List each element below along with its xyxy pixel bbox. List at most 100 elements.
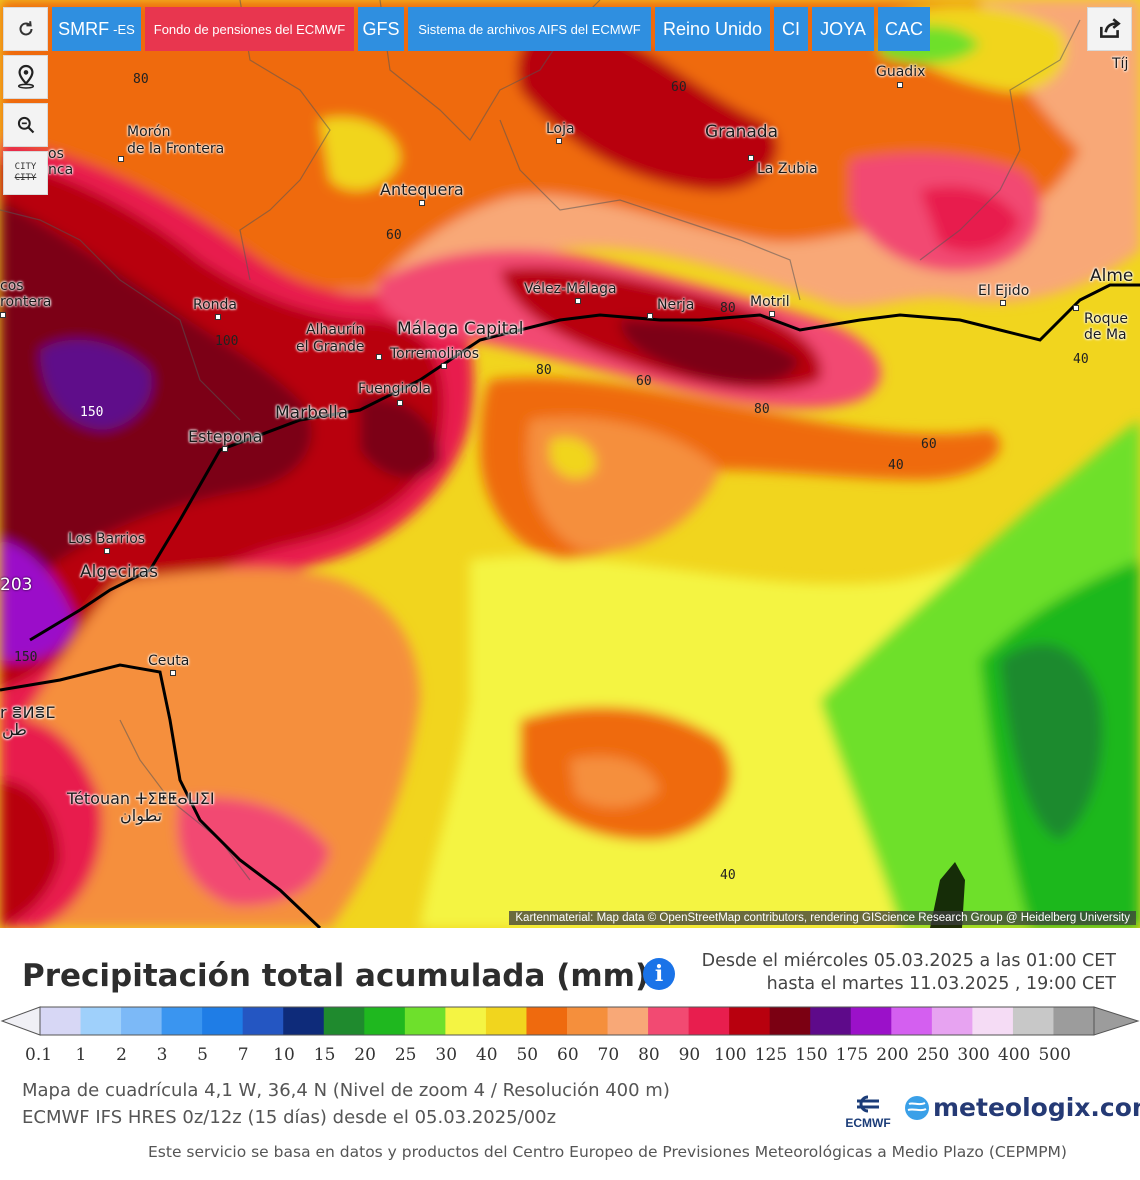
scale-tick-label: 2 [116,1045,127,1065]
scale-swatch [364,1007,406,1035]
tab-smrf-suffix: -ES [113,21,135,37]
place-label: de la Frontera [127,141,225,157]
tab-ecmwf-aifs-label: Sistema de archivos AIFS del ECMWF [418,21,641,37]
place-label: تطوان [120,806,163,825]
tab-ci-label: CI [782,18,800,39]
isoline-label: 60 [386,228,402,243]
scale-outline [39,1006,1095,1036]
place-label: Ceuta [148,653,190,669]
place-label: Fuengirola [358,381,431,397]
place-label: Guadix [876,64,926,80]
isoline-label: 80 [754,402,770,417]
isoline-label: 150 [80,405,104,420]
refresh-button[interactable] [3,7,48,51]
scale-swatch [121,1007,163,1035]
tab-gfs-label: GFS [362,18,400,39]
city-toggle-icon: CITY CITY [15,162,37,184]
scale-tick-label: 15 [313,1045,336,1065]
tab-uk[interactable]: Reino Unido [655,7,770,51]
place-label: Alme [1090,266,1134,286]
scale-tick-label: 200 [876,1045,909,1065]
place-label: Motril [750,294,790,310]
place-label: 203 [0,575,33,595]
map-attribution: Kartenmaterial: Map data © OpenStreetMap… [509,911,1136,925]
scale-tick-label: 175 [835,1045,869,1065]
place-label: Alhaurín [306,322,365,338]
place-marker [1000,300,1006,306]
meteologix-logo[interactable]: meteologix.com [903,1093,1140,1122]
scale-swatch [404,1007,446,1035]
place-marker [170,670,176,676]
tab-ecmwf-ens[interactable]: Fondo de pensiones del ECMWF [145,7,354,51]
place-label: de Ma [1084,327,1127,343]
isoline-label: 80 [536,363,552,378]
tab-cac[interactable]: CAC [878,7,930,51]
place-label: طن [2,720,27,739]
place-label: El Ejido [978,283,1030,299]
footer-note: Este servicio se basa en datos y product… [148,1143,1067,1161]
tab-smrf[interactable]: SMRF -ES [52,7,141,51]
scale-swatch [1012,1007,1054,1035]
location-button[interactable] [3,55,48,99]
scale-tick-label: 90 [678,1045,701,1065]
date-range: Desde el miércoles 05.03.2025 a las 01:0… [702,950,1116,996]
meteologix-brand: meteologix.com [933,1093,1140,1122]
precipitation-map[interactable]: SMRF -ES Fondo de pensiones del ECMWF GF… [0,0,1140,928]
place-marker [104,548,110,554]
scale-swatch [972,1007,1014,1035]
ecmwf-logo-mark [857,1095,879,1113]
place-marker [222,446,228,452]
place-label: rontera [0,294,52,310]
scale-swatch [485,1007,527,1035]
place-marker [556,138,562,144]
place-marker [647,313,653,319]
zoom-button[interactable] [3,103,48,147]
scale-max-arrow [1093,1006,1140,1036]
info-icon[interactable]: i [643,958,675,990]
tab-joya-label: JOYA [820,18,866,39]
grid-info: Mapa de cuadrícula 4,1 W, 36,4 N (Nivel … [22,1080,670,1101]
tab-joya[interactable]: JOYA [812,7,874,51]
place-label: Los Barrios [68,531,146,547]
ecmwf-logo-text: ECMWF [845,1116,891,1130]
place-label: Nerja [657,297,695,313]
place-marker [397,400,403,406]
scale-swatch [729,1007,771,1035]
scale-swatch [40,1007,82,1035]
ecmwf-logo: ECMWF [838,1095,898,1130]
scale-swatch [648,1007,690,1035]
tab-gfs[interactable]: GFS [358,7,404,51]
place-marker [376,354,382,360]
place-marker [0,312,6,318]
scale-tick-label: 25 [394,1045,417,1065]
scale-tick-label: 500 [1038,1045,1071,1065]
date-from: Desde el miércoles 05.03.2025 a las 01:0… [701,951,1116,971]
meteologix-globe-icon [905,1095,929,1120]
place-label: Morón [127,124,171,140]
tab-ci[interactable]: CI [774,7,808,51]
share-button[interactable] [1087,7,1132,51]
tab-ecmwf-aifs[interactable]: Sistema de archivos AIFS del ECMWF [408,7,651,51]
scale-swatch [242,1007,284,1035]
scale-tick-label: 400 [997,1045,1031,1065]
isoline-label: 100 [215,334,239,349]
scale-tick-label: 1 [75,1045,87,1065]
place-label: cos [0,278,24,294]
share-icon [1099,18,1121,38]
scale-swatch [526,1007,568,1035]
scale-swatch [283,1007,325,1035]
place-label: Roque [1084,311,1129,327]
city-toggle-button[interactable]: CITY CITY [3,151,48,195]
scale-tick-label: 125 [754,1045,788,1065]
scale-tick-label: 5 [197,1045,208,1065]
place-marker [748,155,754,161]
scale-tick-label: 40 [475,1045,498,1065]
place-label: Vélez-Málaga [524,281,617,297]
scale-tick-label: 3 [156,1045,168,1065]
scale-tick-label: 50 [516,1045,539,1065]
place-label: Loja [546,121,575,137]
color-scale-bar [0,1006,1140,1036]
scale-min-arrow [0,1006,41,1036]
place-label: Torremolinos [390,346,480,362]
isoline-label: 60 [636,374,652,389]
